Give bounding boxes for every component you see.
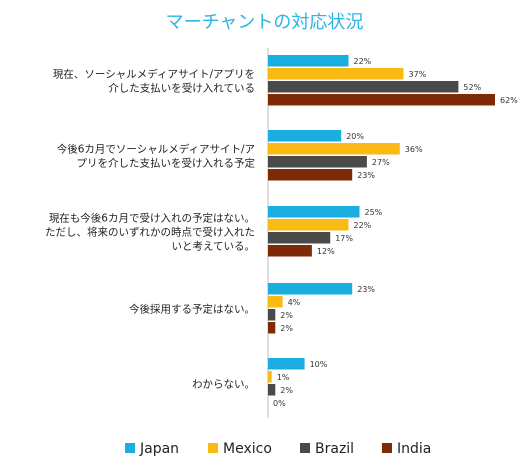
- category-labels: 現在、ソーシャルメディアサイト/アプリを介した支払いを受け入れている今後6カ月で…: [45, 67, 255, 390]
- legend-swatch-brazil: [300, 443, 310, 453]
- bar-japan: [268, 283, 353, 295]
- value-label: 23%: [357, 285, 375, 294]
- legend: Japan Mexico Brazil India: [125, 441, 431, 457]
- bar-india: [268, 169, 353, 181]
- value-label: 17%: [335, 234, 353, 243]
- value-label: 2%: [280, 311, 293, 320]
- legend-label-india: India: [397, 441, 431, 457]
- category-label: 現在、ソーシャルメディアサイト/アプリを介した支払いを受け入れている: [53, 67, 255, 94]
- bar-mexico: [268, 296, 283, 308]
- bar-mexico: [268, 68, 404, 80]
- bar-mexico: [268, 143, 400, 155]
- bar-india: [268, 322, 276, 334]
- value-label: 0%: [273, 399, 286, 408]
- value-label: 27%: [372, 158, 390, 167]
- value-label: 37%: [409, 70, 427, 79]
- bar-japan: [268, 130, 342, 142]
- bar-brazil: [268, 156, 367, 168]
- value-label: 1%: [277, 373, 290, 382]
- value-labels: 22%37%52%62%20%36%27%23%25%22%17%12%23%4…: [273, 57, 518, 408]
- bars: [268, 55, 495, 396]
- legend-swatch-mexico: [208, 443, 218, 453]
- category-label: 今後6カ月でソーシャルメディアサイト/アプリを介した支払いを受け入れる予定: [57, 142, 256, 169]
- value-label: 23%: [357, 171, 375, 180]
- bar-japan: [268, 55, 349, 67]
- bar-india: [268, 94, 495, 106]
- chart-title: マーチャントの対応状況: [166, 12, 364, 33]
- value-label: 52%: [463, 83, 481, 92]
- legend-label-japan: Japan: [139, 441, 179, 457]
- bar-brazil: [268, 81, 459, 93]
- bar-mexico: [268, 371, 272, 383]
- bar-brazil: [268, 384, 276, 396]
- value-label: 2%: [280, 386, 293, 395]
- category-label: わからない。: [192, 378, 255, 390]
- bar-india: [268, 245, 312, 257]
- bar-mexico: [268, 219, 349, 231]
- value-label: 20%: [346, 132, 364, 141]
- category-label: 現在も今後6カ月で受け入れの予定はない。ただし、将来のいずれかの時点で受け入れた…: [45, 211, 255, 252]
- bar-japan: [268, 358, 305, 370]
- value-label: 22%: [354, 221, 372, 230]
- bar-brazil: [268, 232, 331, 244]
- value-label: 25%: [365, 208, 383, 217]
- category-label: 今後採用する予定はない。: [129, 302, 255, 315]
- value-label: 62%: [500, 96, 518, 105]
- legend-label-brazil: Brazil: [315, 441, 354, 457]
- value-label: 4%: [288, 298, 301, 307]
- value-label: 22%: [354, 57, 372, 66]
- legend-swatch-japan: [125, 443, 135, 453]
- value-label: 36%: [405, 145, 423, 154]
- legend-label-mexico: Mexico: [223, 441, 272, 457]
- value-label: 12%: [317, 247, 335, 256]
- legend-swatch-india: [382, 443, 392, 453]
- value-label: 10%: [310, 360, 328, 369]
- bar-brazil: [268, 309, 276, 321]
- bar-japan: [268, 206, 360, 218]
- value-label: 2%: [280, 324, 293, 333]
